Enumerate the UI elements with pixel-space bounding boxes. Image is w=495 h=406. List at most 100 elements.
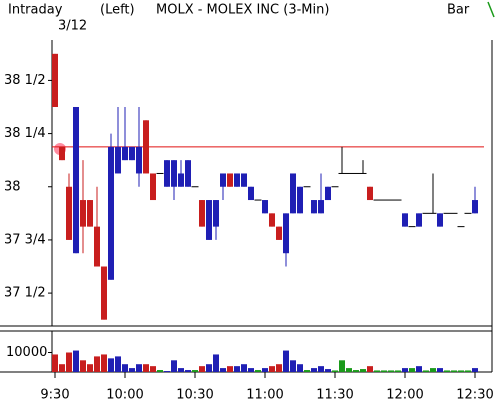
volume-bar: [360, 369, 366, 372]
candle-body: [429, 212, 437, 214]
volume-bar: [94, 356, 100, 372]
volume-bar: [129, 368, 135, 372]
volume-bar: [332, 370, 338, 372]
volume-bar: [297, 364, 303, 372]
header-style: Bar: [447, 3, 470, 18]
candle-body: [437, 213, 443, 227]
candle-body: [227, 173, 233, 187]
candle-body: [290, 173, 296, 214]
volume-bar: [115, 356, 121, 372]
volume-bar: [318, 366, 324, 372]
candle-body: [269, 213, 275, 227]
candle-body: [402, 213, 408, 227]
volume-bar: [136, 364, 142, 372]
candle-body: [472, 200, 478, 214]
x-tick-label: 11:00: [246, 388, 283, 403]
volume-bar: [374, 370, 380, 372]
candle-body: [416, 213, 422, 227]
candle-body: [345, 172, 353, 174]
header-label: Intraday: [8, 3, 63, 18]
candle-body: [150, 173, 156, 201]
volume-bar: [290, 360, 296, 372]
x-tick-label: 11:30: [316, 388, 353, 403]
candle-body: [129, 146, 135, 161]
y-tick-label: 38: [4, 179, 21, 194]
candle-body: [156, 172, 164, 174]
date-label: 3/12: [58, 19, 87, 34]
volume-bar: [185, 370, 191, 372]
candle-body: [352, 172, 360, 174]
candle-body: [254, 199, 262, 201]
volume-bar: [192, 370, 198, 372]
volume-bar: [227, 366, 233, 372]
candle-body: [338, 172, 346, 174]
volume-bar: [73, 350, 79, 372]
x-tick-label: 12:00: [386, 388, 423, 403]
volume-bar: [255, 370, 261, 372]
candle-body: [73, 106, 79, 254]
volume-bar: [66, 352, 72, 372]
volume-bar: [87, 364, 93, 372]
candle-body: [325, 186, 331, 201]
y-tick-label: 38 1/2: [4, 73, 46, 88]
volume-bar: [430, 368, 436, 372]
candle-body: [101, 266, 107, 320]
volume-bar: [325, 369, 331, 372]
volume-bar: [276, 364, 282, 372]
candle-body: [220, 173, 226, 187]
y-tick-label: 37 1/2: [4, 286, 46, 301]
candle-body: [359, 172, 367, 174]
x-tick-label: 10:30: [176, 388, 213, 403]
volume-bar: [444, 370, 450, 372]
candle-body: [206, 200, 212, 240]
candle-body: [262, 200, 268, 214]
volume-bar: [402, 368, 408, 372]
volume-bar: [206, 364, 212, 372]
volume-bar: [409, 368, 415, 372]
candle-body: [422, 212, 430, 214]
candle-body: [297, 186, 303, 214]
volume-bar: [178, 368, 184, 372]
volume-bar: [262, 368, 268, 372]
candle-body: [122, 146, 128, 161]
candle-body: [318, 200, 324, 214]
volume-bar: [346, 368, 352, 372]
volume-bar: [395, 370, 401, 372]
candle-body: [387, 199, 395, 201]
candle-body: [464, 212, 472, 214]
candle-body: [199, 200, 205, 227]
volume-bar: [234, 366, 240, 372]
candle-body: [234, 173, 240, 187]
candle-body: [457, 226, 465, 228]
candle-body: [59, 146, 65, 161]
volume-bar: [150, 366, 156, 372]
volume-bar: [213, 354, 219, 372]
volume-bar: [304, 370, 310, 372]
volume-bar: [465, 370, 471, 372]
volume-bar: [437, 368, 443, 372]
candle-body: [213, 200, 219, 227]
volume-bar: [416, 366, 422, 372]
candle-body: [241, 173, 247, 187]
volume-bar: [143, 364, 149, 372]
candle-body: [394, 199, 402, 201]
volume-bar: [283, 350, 289, 372]
x-tick-label: 12:30: [456, 388, 493, 403]
candle-body: [408, 226, 416, 228]
header-symbol: MOLX - MOLEX INC (3-Min): [156, 3, 329, 18]
volume-bar: [311, 368, 317, 372]
y-tick-label: 38 1/4: [4, 126, 46, 141]
volume-bar: [451, 370, 457, 372]
volume-bar: [381, 370, 387, 372]
candle-body: [178, 173, 184, 187]
candle-body: [367, 186, 373, 201]
volume-bar: [353, 370, 359, 372]
candle-body: [331, 186, 339, 188]
candle-body: [373, 199, 381, 201]
volume-bar: [388, 370, 394, 372]
volume-bar: [367, 366, 373, 372]
candle-body: [185, 160, 191, 187]
header-icon: [487, 1, 495, 18]
volume-bar: [80, 360, 86, 372]
